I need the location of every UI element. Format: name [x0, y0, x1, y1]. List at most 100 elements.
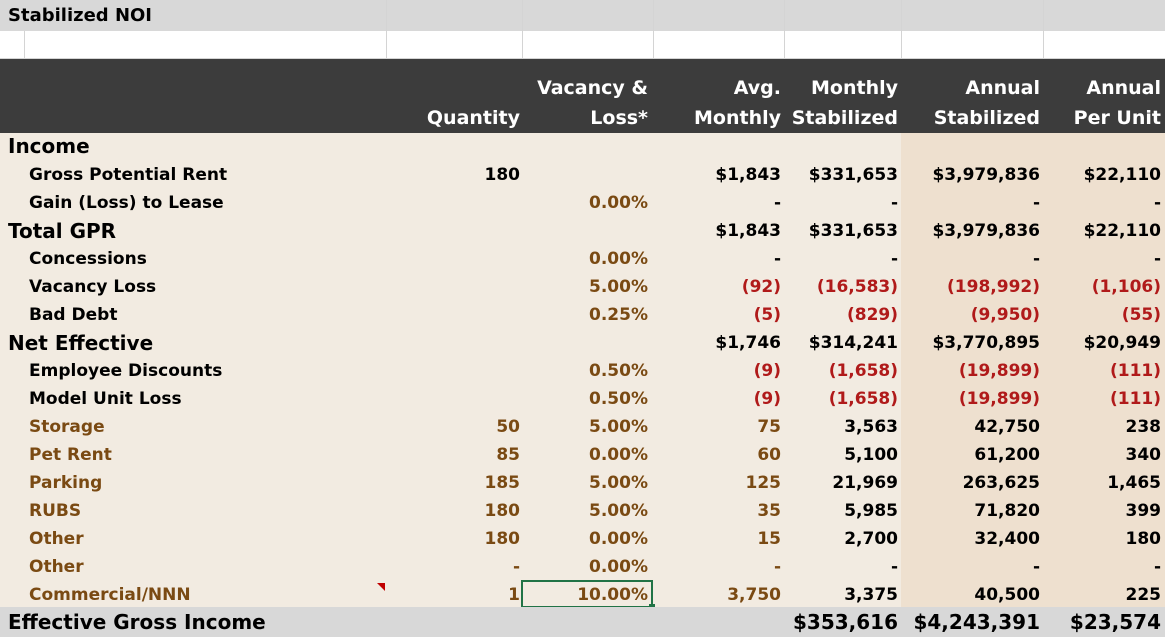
cell-per-unit[interactable]: $22,110	[1083, 165, 1161, 185]
cell-per-unit[interactable]: (111)	[1109, 361, 1161, 381]
row-label[interactable]: Other	[29, 529, 84, 549]
table-row[interactable]: Parking 185 5.00% 125 21,969 263,625 1,4…	[0, 469, 1165, 497]
header-quantity[interactable]: Quantity	[426, 107, 520, 129]
row-label[interactable]: Pet Rent	[29, 445, 112, 465]
table-row[interactable]: Other - 0.00% - - - -	[0, 553, 1165, 581]
cell-quantity[interactable]: 50	[496, 417, 520, 437]
table-row[interactable]: Net Effective $1,746 $314,241 $3,770,895…	[0, 329, 1165, 357]
table-row[interactable]: Vacancy Loss 5.00% (92) (16,583) (198,99…	[0, 273, 1165, 301]
cell-per-unit[interactable]: 399	[1125, 501, 1162, 521]
cell-per-unit[interactable]: 340	[1125, 445, 1162, 465]
header-perunit-line1[interactable]: Annual	[1086, 77, 1161, 99]
header-annual-line1[interactable]: Annual	[965, 77, 1040, 99]
title-row[interactable]	[0, 0, 1165, 31]
cell-monthly[interactable]: 3,375	[844, 585, 898, 605]
blank-row[interactable]	[0, 31, 1165, 59]
cell-vacancy[interactable]: 10.00%	[577, 585, 648, 605]
cell-monthly[interactable]: (1,658)	[828, 389, 898, 409]
cell-avg-monthly[interactable]: $1,843	[715, 221, 781, 241]
cell-avg-monthly[interactable]: 3,750	[727, 585, 781, 605]
cell-per-unit[interactable]: 1,465	[1107, 473, 1161, 493]
table-row[interactable]: Total GPR $1,843 $331,653 $3,979,836 $22…	[0, 217, 1165, 245]
cell-annual[interactable]: $3,979,836	[932, 165, 1040, 185]
cell-avg-monthly[interactable]: 35	[757, 501, 781, 521]
cell-quantity[interactable]: -	[512, 557, 520, 577]
cell-monthly[interactable]: 2,700	[844, 529, 898, 549]
cell-annual[interactable]: -	[1032, 193, 1040, 213]
cell-monthly[interactable]: 21,969	[832, 473, 898, 493]
cell-avg-monthly[interactable]: -	[773, 557, 781, 577]
cell-quantity[interactable]: 180	[484, 529, 521, 549]
cell-avg-monthly[interactable]: (92)	[741, 277, 781, 297]
table-row[interactable]: Gross Potential Rent 180 $1,843 $331,653…	[0, 161, 1165, 189]
row-label[interactable]: Gross Potential Rent	[29, 165, 228, 185]
row-label[interactable]: Bad Debt	[29, 305, 118, 325]
cell-avg-monthly[interactable]: (5)	[753, 305, 781, 325]
cell-avg-monthly[interactable]: 15	[757, 529, 781, 549]
row-label[interactable]: Commercial/NNN	[29, 585, 191, 605]
cell-vacancy[interactable]: 0.00%	[589, 193, 648, 213]
total-annual[interactable]: $4,243,391	[913, 610, 1040, 634]
comment-indicator-icon[interactable]	[377, 583, 385, 591]
cell-avg-monthly[interactable]: 125	[745, 473, 782, 493]
table-row[interactable]: Other 180 0.00% 15 2,700 32,400 180	[0, 525, 1165, 553]
cell-monthly[interactable]: -	[890, 557, 898, 577]
total-per-unit[interactable]: $23,574	[1069, 610, 1161, 634]
cell-vacancy[interactable]: 0.50%	[589, 389, 648, 409]
cell-monthly[interactable]: (1,658)	[828, 361, 898, 381]
cell-per-unit[interactable]: (55)	[1121, 305, 1161, 325]
cell-per-unit[interactable]: -	[1153, 557, 1161, 577]
cell-avg-monthly[interactable]: -	[773, 249, 781, 269]
row-label[interactable]: Concessions	[29, 249, 147, 269]
header-avg-line2[interactable]: Monthly	[694, 107, 781, 129]
cell-vacancy[interactable]: 0.25%	[589, 305, 648, 325]
cell-avg-monthly[interactable]: (9)	[753, 361, 781, 381]
header-monthly-line2[interactable]: Stabilized	[791, 107, 898, 129]
cell-per-unit[interactable]: 238	[1125, 417, 1162, 437]
row-label[interactable]: Gain (Loss) to Lease	[29, 193, 224, 213]
cell-annual[interactable]: (19,899)	[958, 361, 1040, 381]
cell-vacancy[interactable]: 0.00%	[589, 445, 648, 465]
cell-annual[interactable]: (9,950)	[970, 305, 1040, 325]
table-row[interactable]: Employee Discounts 0.50% (9) (1,658) (19…	[0, 357, 1165, 385]
cell-annual[interactable]: 61,200	[974, 445, 1040, 465]
cell-avg-monthly[interactable]: $1,746	[715, 333, 781, 353]
cell-avg-monthly[interactable]: $1,843	[715, 165, 781, 185]
header-perunit-line2[interactable]: Per Unit	[1073, 107, 1161, 129]
cell-monthly[interactable]: (829)	[846, 305, 898, 325]
table-row[interactable]: Gain (Loss) to Lease 0.00% - - - -	[0, 189, 1165, 217]
cell-vacancy[interactable]: 0.00%	[589, 249, 648, 269]
selected-cell-outline[interactable]	[521, 580, 653, 608]
cell-monthly[interactable]: $331,653	[808, 221, 898, 241]
cell-annual[interactable]: 40,500	[974, 585, 1040, 605]
cell-avg-monthly[interactable]: 60	[757, 445, 781, 465]
total-row[interactable]: Effective Gross Income $353,616 $4,243,3…	[0, 607, 1165, 637]
table-row[interactable]: Income	[0, 132, 1165, 160]
table-row[interactable]: Concessions 0.00% - - - -	[0, 245, 1165, 273]
cell-vacancy[interactable]: 0.50%	[589, 361, 648, 381]
row-label[interactable]: Employee Discounts	[29, 361, 223, 381]
cell-monthly[interactable]: 3,563	[844, 417, 898, 437]
table-row[interactable]: RUBS 180 5.00% 35 5,985 71,820 399	[0, 497, 1165, 525]
table-row[interactable]: Bad Debt 0.25% (5) (829) (9,950) (55)	[0, 301, 1165, 329]
row-label[interactable]: Income	[8, 134, 90, 158]
cell-annual[interactable]: 32,400	[974, 529, 1040, 549]
cell-monthly[interactable]: $314,241	[808, 333, 898, 353]
cell-quantity[interactable]: 85	[496, 445, 520, 465]
table-row[interactable]: Storage 50 5.00% 75 3,563 42,750 238	[0, 413, 1165, 441]
header-vacancy-line1[interactable]: Vacancy &	[537, 77, 648, 99]
cell-per-unit[interactable]: $22,110	[1083, 221, 1161, 241]
cell-monthly[interactable]: 5,100	[844, 445, 898, 465]
cell-quantity[interactable]: 180	[484, 501, 521, 521]
cell-annual[interactable]: -	[1032, 557, 1040, 577]
sheet-title[interactable]: Stabilized NOI	[8, 5, 153, 26]
cell-annual[interactable]: 71,820	[974, 501, 1040, 521]
cell-quantity[interactable]: 1	[508, 585, 520, 605]
cell-vacancy[interactable]: 5.00%	[589, 501, 648, 521]
cell-vacancy[interactable]: 0.00%	[589, 529, 648, 549]
cell-annual[interactable]: $3,979,836	[932, 221, 1040, 241]
cell-per-unit[interactable]: (111)	[1109, 389, 1161, 409]
row-label[interactable]: Model Unit Loss	[29, 389, 182, 409]
table-row[interactable]: Model Unit Loss 0.50% (9) (1,658) (19,89…	[0, 385, 1165, 413]
cell-annual[interactable]: 263,625	[962, 473, 1040, 493]
